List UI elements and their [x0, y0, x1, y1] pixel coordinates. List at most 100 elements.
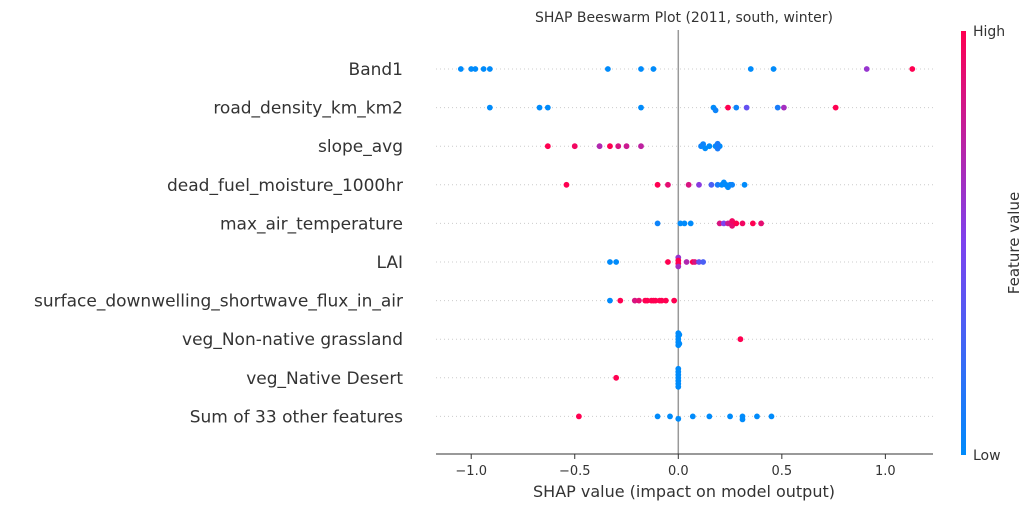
data-point: [662, 297, 669, 304]
data-point: [685, 181, 692, 188]
data-point: [720, 220, 727, 227]
data-point: [696, 181, 702, 188]
data-point: [571, 143, 578, 150]
data-point: [544, 104, 551, 111]
data-point: [644, 297, 651, 304]
data-point: [681, 220, 688, 227]
data-point: [729, 181, 736, 188]
data-point: [714, 145, 721, 152]
data-point: [768, 413, 775, 420]
data-point: [638, 143, 644, 150]
data-point: [638, 66, 644, 72]
data-point: [631, 297, 638, 304]
data-point: [671, 297, 678, 304]
data-point: [604, 66, 611, 72]
x-axis: −1.0 −0.5 0.0 0.5 1.0: [436, 453, 933, 479]
colorbar: High Low Feature value: [961, 24, 1023, 464]
data-point: [623, 143, 630, 150]
data-point: [770, 66, 777, 72]
data-point: [486, 66, 493, 72]
data-point: [596, 143, 603, 150]
data-points: [457, 66, 916, 423]
data-point: [667, 413, 673, 420]
data-point: [563, 181, 570, 188]
data-point: [677, 220, 684, 227]
data-point: [708, 181, 715, 188]
data-point: [691, 259, 698, 265]
data-point: [696, 259, 702, 265]
data-point: [607, 259, 613, 265]
data-point: [650, 66, 657, 72]
data-point: [676, 340, 683, 347]
data-point: [536, 104, 543, 111]
x-tick-label: −0.5: [559, 464, 591, 479]
data-point: [658, 297, 665, 304]
data-point: [706, 413, 713, 420]
data-point: [652, 297, 659, 304]
data-point: [727, 413, 733, 420]
data-point: [654, 220, 661, 227]
data-point: [689, 413, 696, 420]
data-point: [575, 413, 582, 420]
data-point: [712, 107, 719, 114]
data-point: [781, 104, 787, 111]
feature-label: Band1: [349, 60, 403, 80]
data-point: [714, 140, 721, 147]
feature-label: max_air_temperature: [220, 214, 403, 234]
data-point: [774, 104, 781, 111]
feature-label: road_density_km_km2: [213, 99, 403, 119]
x-axis-label: SHAP value (impact on model output): [533, 482, 835, 501]
data-point: [675, 383, 682, 390]
data-point: [665, 259, 671, 265]
data-point: [747, 66, 754, 72]
data-point: [607, 297, 613, 304]
data-point: [832, 104, 839, 111]
colorbar-gradient: [961, 31, 966, 455]
data-point: [617, 297, 624, 304]
feature-rows: Band1 road_density_km_km2 slope_avg dead_fu…: [34, 30, 933, 454]
feature-label: dead_fuel_moisture_1000hr: [167, 176, 403, 196]
data-point: [716, 220, 723, 227]
data-point: [687, 220, 694, 227]
feature-label: slope_avg: [318, 137, 403, 157]
data-point: [683, 259, 690, 265]
data-point: [654, 413, 661, 420]
data-point: [733, 104, 740, 111]
data-point: [737, 336, 744, 343]
data-point: [725, 104, 731, 111]
feature-label: surface_downwelling_shortwave_flux_in_ai…: [34, 292, 403, 312]
data-point: [739, 220, 746, 227]
data-point: [607, 143, 613, 150]
data-point: [909, 66, 916, 72]
data-point: [613, 374, 620, 381]
x-tick-label: −1.0: [455, 464, 487, 479]
x-tick-label: 0.5: [771, 464, 792, 479]
data-point: [714, 181, 721, 188]
data-point: [676, 331, 683, 338]
data-point: [739, 416, 746, 423]
data-point: [749, 220, 756, 227]
data-point: [472, 66, 479, 72]
data-point: [743, 104, 750, 111]
data-point: [700, 259, 707, 265]
data-point: [613, 259, 620, 265]
data-point: [675, 263, 682, 270]
colorbar-title: Feature value: [1005, 192, 1023, 294]
data-point: [863, 66, 870, 72]
feature-label: Sum of 33 other features: [190, 407, 403, 427]
data-point: [733, 220, 740, 227]
data-point: [741, 181, 748, 188]
data-point: [457, 66, 464, 72]
data-point: [636, 297, 642, 304]
x-tick-label: 0.0: [668, 464, 689, 479]
data-point: [544, 143, 551, 150]
feature-label: LAI: [376, 253, 403, 273]
data-point: [754, 413, 760, 420]
data-point: [665, 181, 671, 188]
data-point: [706, 143, 713, 150]
feature-label: veg_Non-native grassland: [182, 330, 403, 350]
chart-title: SHAP Beeswarm Plot (2011, south, winter): [535, 10, 833, 26]
data-point: [758, 220, 765, 227]
data-point: [654, 181, 661, 188]
